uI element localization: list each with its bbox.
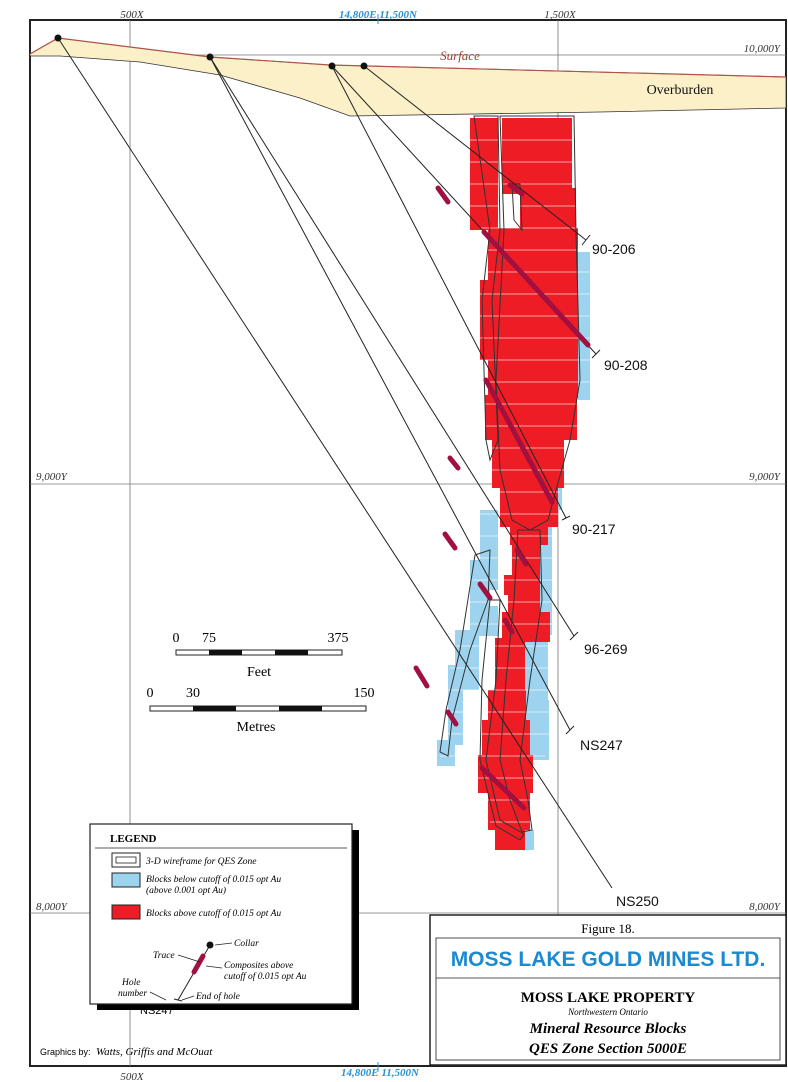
- legend-hole-label: Hole: [121, 978, 140, 988]
- legend-end-label: End of hole: [195, 991, 240, 1002]
- grid-label-500x: 500X: [120, 9, 145, 21]
- scale-feet-tick: 375: [328, 631, 349, 646]
- grid-label-8000y-left: 8,000Y: [36, 901, 69, 913]
- grid-label-10000y: 10,000Y: [744, 43, 782, 55]
- legend-collar-label: Collar: [234, 939, 259, 949]
- legend-swatch-above: [111, 904, 141, 920]
- hole-label: 96-269: [584, 641, 628, 657]
- property-region: Northwestern Ontario: [567, 1007, 648, 1017]
- composites: [413, 182, 591, 811]
- legend-wireframe-label: 3-D wireframe for QES Zone: [145, 856, 256, 867]
- figure-number: Figure 18.: [581, 921, 634, 936]
- hole-label: 90-206: [592, 241, 636, 257]
- legend-hole-sublabel: number: [118, 989, 147, 999]
- credits-names: Watts, Griffis and McOuat: [96, 1046, 213, 1058]
- overburden-label: Overburden: [647, 83, 714, 98]
- grid-label-9000y-left: 9,000Y: [36, 471, 69, 483]
- scale-metres: 0 30 150 Metres: [147, 686, 375, 735]
- grid-label-bottom-center: 14,800E 11,500N: [341, 1067, 420, 1079]
- scale-feet: 0 75 375 Feet: [173, 631, 349, 680]
- figure-section: QES Zone Section 5000E: [529, 1041, 687, 1057]
- legend-collar-dot: [206, 941, 214, 949]
- grid-label-1500x: 1,500X: [544, 9, 577, 21]
- scale-metres-tick: 150: [354, 686, 375, 701]
- end-of-hole-ticks: [561, 234, 601, 735]
- legend-above-label: Blocks above cutoff of 0.015 opt Au: [146, 908, 281, 919]
- collars: [54, 34, 368, 70]
- legend-trace-label: Trace: [153, 951, 175, 961]
- grid-label-8000y-right: 8,000Y: [749, 901, 782, 913]
- legend-title: LEGEND: [110, 833, 157, 845]
- company-name: MOSS LAKE GOLD MINES LTD.: [451, 948, 766, 971]
- property-name: MOSS LAKE PROPERTY: [521, 990, 696, 1006]
- scale-feet-tick: 0: [173, 631, 180, 646]
- hole-label: NS247: [580, 737, 623, 753]
- hole-label: NS250: [616, 893, 659, 909]
- legend-composites-sublabel: cutoff of 0.015 opt Au: [224, 971, 307, 982]
- legend-below-sublabel: (above 0.001 opt Au): [146, 885, 226, 896]
- hole-label: 90-217: [572, 521, 616, 537]
- title-block: Figure 18. MOSS LAKE GOLD MINES LTD. MOS…: [429, 914, 787, 1066]
- scale-feet-unit: Feet: [247, 665, 271, 680]
- scale-metres-tick: 30: [186, 686, 200, 701]
- grid-label-9000y-right: 9,000Y: [749, 471, 782, 483]
- grid-label-500x-bottom: 500X: [120, 1071, 145, 1082]
- legend-swatch-wireframe: [111, 852, 141, 868]
- qes-wireframe: [439, 115, 581, 841]
- credits-prefix: Graphics by:: [40, 1047, 91, 1057]
- figure-subtitle: Mineral Resource Blocks: [529, 1021, 687, 1037]
- hole-label: 90-208: [604, 357, 648, 373]
- scale-metres-unit: Metres: [237, 720, 276, 735]
- hole-labels: 90-206 90-208 90-217 96-269 NS247 NS250: [572, 241, 659, 909]
- legend-composites-label: Composites above: [224, 961, 293, 971]
- scale-feet-tick: 75: [202, 631, 216, 646]
- surface-label: Surface: [440, 48, 480, 63]
- legend: LEGEND 3-D wireframe for QES Zone Blocks…: [89, 823, 359, 1017]
- legend-below-label: Blocks below cutoff of 0.015 opt Au: [146, 874, 281, 885]
- scale-metres-tick: 0: [147, 686, 154, 701]
- legend-swatch-below: [111, 872, 141, 888]
- grid-label-top-center: 14,800E 11,500N: [339, 9, 418, 21]
- legend-example-hole: NS247: [140, 1005, 174, 1017]
